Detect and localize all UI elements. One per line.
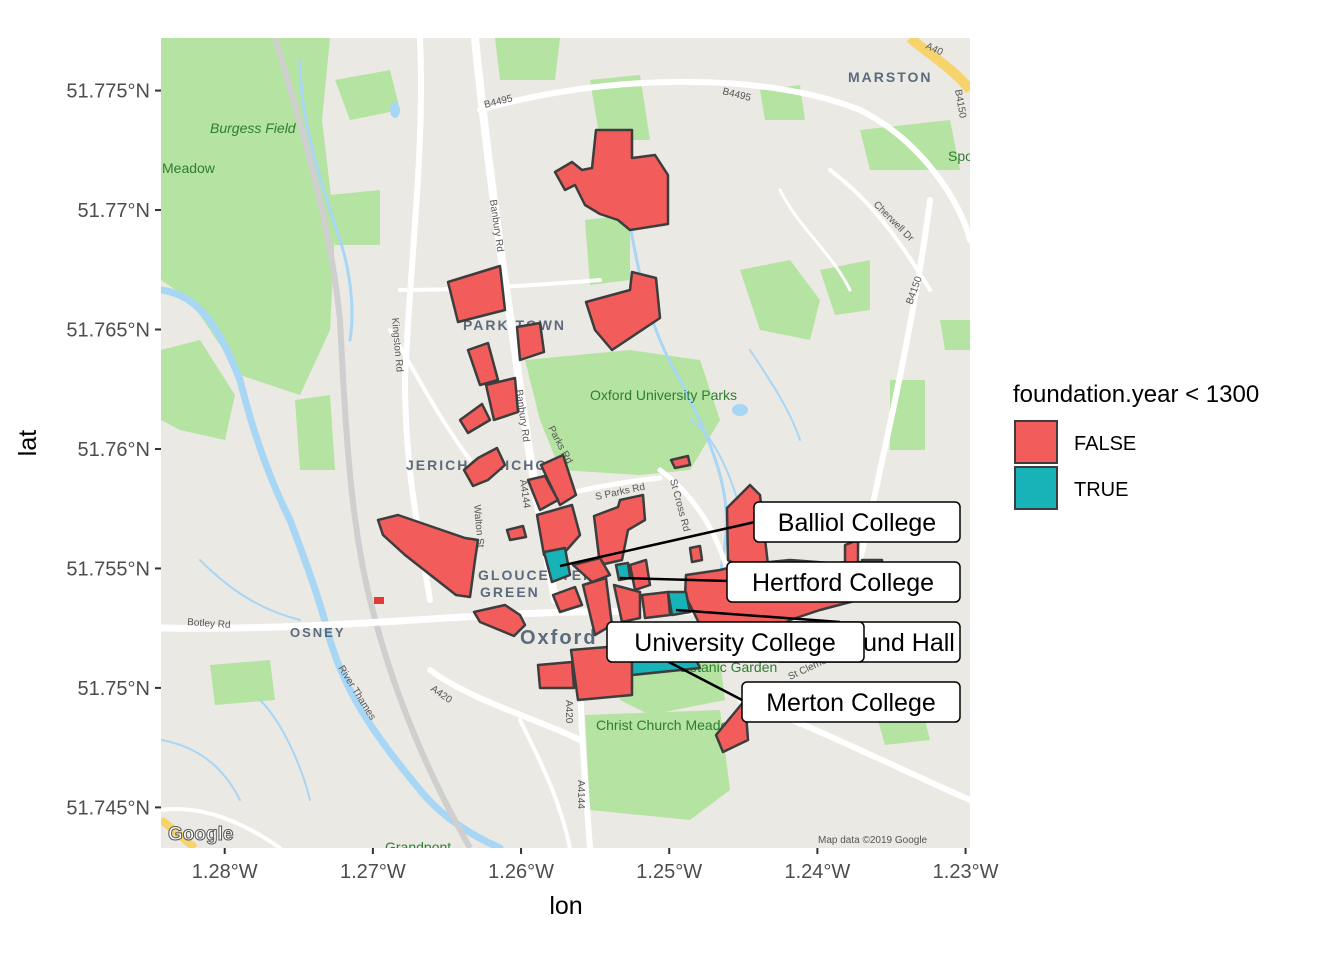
college-polygon xyxy=(515,321,546,362)
place-label: MARSTON xyxy=(848,69,933,85)
college-polygon xyxy=(571,556,612,584)
college-polygon xyxy=(462,446,507,488)
legend-key-false xyxy=(1014,420,1058,464)
rail-station-icon xyxy=(374,597,384,604)
college-polygon xyxy=(714,698,750,754)
basemap: MARSTON PARK TOWN JERICHO JERICHO GLOUCE… xyxy=(161,38,988,855)
college-polygon xyxy=(466,341,500,387)
college-polygon xyxy=(505,524,528,542)
road-label: Kingston Rd xyxy=(389,317,405,372)
park-label: Oxford University Parks xyxy=(590,387,737,403)
callout-leader-line xyxy=(664,658,743,702)
legend-key-true xyxy=(1014,466,1058,510)
x-tick-label: 1.25°W xyxy=(636,861,702,883)
y-tick-label: 51.755°N xyxy=(66,558,150,580)
x-axis-title: lon xyxy=(549,892,582,920)
callout-leader-line xyxy=(619,576,729,583)
place-label: PARK TOWN xyxy=(463,317,566,333)
college-polygon xyxy=(612,583,642,624)
college-polygon xyxy=(628,558,652,592)
y-tick-label: 51.765°N xyxy=(66,320,150,342)
college-polygon xyxy=(553,128,670,232)
college-polygon xyxy=(535,503,582,557)
callout-label-text: Hertford College xyxy=(752,569,934,597)
railway xyxy=(272,38,473,848)
callout-label: Balliol College xyxy=(753,501,961,543)
college-polygon xyxy=(472,603,527,638)
college-polygon xyxy=(551,585,584,614)
road-label: A420 xyxy=(563,700,574,724)
college-polygon xyxy=(536,660,576,690)
x-tick-label: 1.23°W xyxy=(933,861,999,883)
park-label: Meadow xyxy=(162,160,216,176)
college-polygon xyxy=(592,493,647,567)
college-polygon xyxy=(484,376,520,422)
park-areas xyxy=(161,38,970,820)
x-tick-label: 1.26°W xyxy=(488,861,554,883)
major-road-sw xyxy=(161,816,198,848)
college-polygon xyxy=(669,454,692,470)
college-polygon xyxy=(640,590,672,620)
park-label: Burgess Field xyxy=(210,120,297,136)
park-label: Grandpont xyxy=(385,839,451,855)
callout-label: Merton College xyxy=(741,681,961,723)
park-label: Sports xyxy=(948,148,988,164)
college-polygon xyxy=(446,264,507,324)
x-axis: 1.28°W 1.27°W 1.26°W 1.25°W 1.24°W 1.23°W xyxy=(192,848,999,883)
college-polygon xyxy=(458,402,492,435)
callout-leader-line xyxy=(559,520,756,568)
college-polygon xyxy=(526,474,560,512)
x-tick-label: 1.27°W xyxy=(340,861,406,883)
callout-label-text: University College xyxy=(634,629,835,657)
place-label: OSNEY xyxy=(290,625,346,640)
legend-label-false: FALSE xyxy=(1074,433,1136,455)
map-attribution: Map data ©2019 Google xyxy=(818,835,928,846)
legend-label-true: TRUE xyxy=(1074,479,1128,501)
college-callouts: Balliol College Hertford College St Edmu… xyxy=(559,501,961,723)
road-label: A4144 xyxy=(517,479,532,510)
callout-leader-line xyxy=(675,608,841,624)
callout-label-text: Balliol College xyxy=(778,509,936,537)
major-road-a40 xyxy=(906,38,970,94)
road-label: B4150 xyxy=(952,89,968,120)
legend: foundation.year < 1300 FALSE TRUE xyxy=(1013,381,1259,510)
callout-label: University College xyxy=(606,621,865,663)
x-tick-label: 1.28°W xyxy=(192,861,258,883)
college-polygon xyxy=(542,546,572,584)
college-polygon xyxy=(584,270,662,352)
college-polygon xyxy=(376,513,480,599)
x-tick-label: 1.24°W xyxy=(784,861,850,883)
y-tick-label: 51.775°N xyxy=(66,81,150,103)
y-tick-label: 51.745°N xyxy=(66,797,150,819)
y-tick-label: 51.77°N xyxy=(78,200,151,222)
google-logo: Google xyxy=(168,824,233,845)
y-axis-title: lat xyxy=(14,430,42,456)
road-label: Botley Rd xyxy=(187,617,231,631)
road-label: A4144 xyxy=(575,780,586,809)
y-axis: 51.745°N 51.75°N 51.755°N 51.76°N 51.765°N 51… xyxy=(66,81,161,819)
place-label: GREEN xyxy=(480,584,540,600)
place-label: JERICHO xyxy=(406,457,482,473)
place-label: Oxford xyxy=(520,627,598,649)
legend-title: foundation.year < 1300 xyxy=(1013,381,1259,408)
callout-label-text: Merton College xyxy=(766,689,936,717)
road-label: Walton St xyxy=(471,504,486,548)
park-label: Botanic Garden xyxy=(680,659,777,675)
college-polygon xyxy=(688,544,704,564)
park-label: Christ Church Meadow xyxy=(596,717,739,733)
callout-label: Hertford College xyxy=(726,561,961,603)
y-tick-label: 51.76°N xyxy=(78,439,151,461)
y-tick-label: 51.75°N xyxy=(78,678,151,700)
